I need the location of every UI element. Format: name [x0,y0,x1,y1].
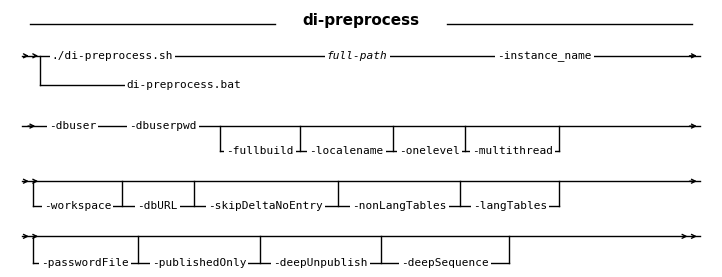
Text: -onelevel: -onelevel [399,146,460,156]
Text: -dbuserpwd: -dbuserpwd [129,121,196,131]
Text: -publishedOnly: -publishedOnly [152,258,246,268]
Text: -instance_name: -instance_name [497,50,592,61]
Text: -langTables: -langTables [473,201,547,211]
Text: di-preprocess: di-preprocess [303,13,419,28]
Text: -skipDeltaNoEntry: -skipDeltaNoEntry [209,201,323,211]
Text: -fullbuild: -fullbuild [227,146,294,156]
Text: -deepUnpublish: -deepUnpublish [274,258,368,268]
Text: -dbURL: -dbURL [137,201,178,211]
Text: -workspace: -workspace [44,201,111,211]
Text: -dbuser: -dbuser [49,121,96,131]
Text: ./di-preprocess.sh: ./di-preprocess.sh [52,51,173,61]
Text: -passwordFile: -passwordFile [41,258,129,268]
Text: -deepSequence: -deepSequence [401,258,489,268]
Text: -localename: -localename [310,146,383,156]
Text: di-preprocess.bat: di-preprocess.bat [127,80,242,90]
Text: -multithread: -multithread [472,146,553,156]
Text: -nonLangTables: -nonLangTables [352,201,446,211]
Text: full-path: full-path [327,51,388,61]
